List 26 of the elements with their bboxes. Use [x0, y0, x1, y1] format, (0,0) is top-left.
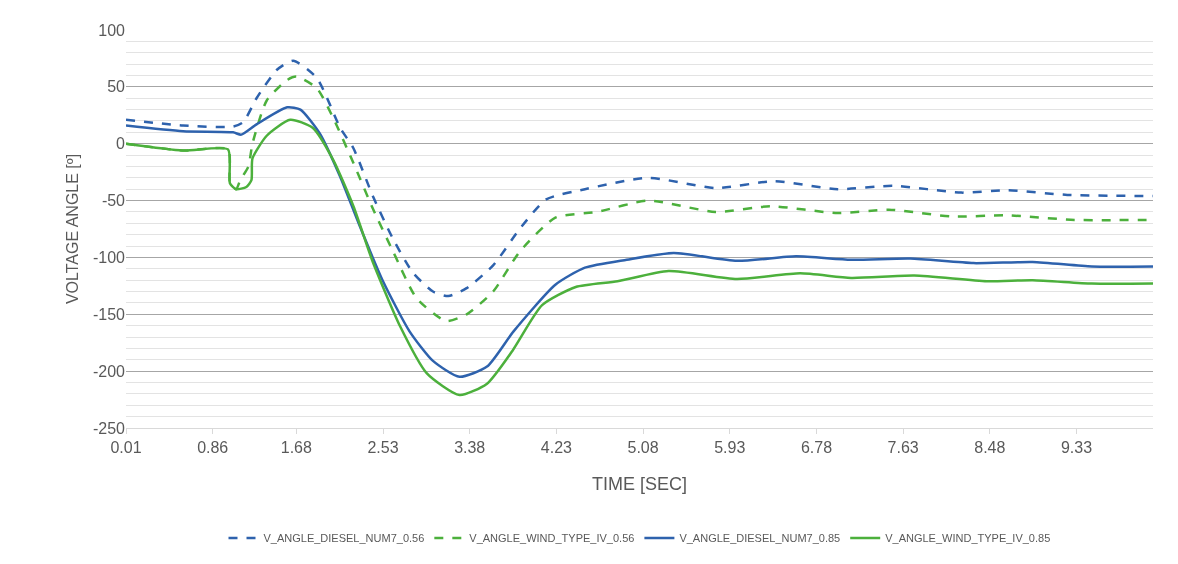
- x-tick-label: 4.23: [540, 439, 573, 457]
- x-tick-label: 0.86: [197, 439, 229, 457]
- x-tick-label: 6.78: [800, 439, 833, 457]
- y-tick-label: 50: [107, 78, 126, 96]
- legend-label: V_ANGLE_DIESEL_NUM7_0.85: [679, 532, 841, 545]
- legend-label: V_ANGLE_DIESEL_NUM7_0.56: [263, 532, 425, 545]
- x-tick-label: 3.38: [454, 439, 486, 457]
- x-axis-title: TIME [SEC]: [591, 474, 688, 495]
- x-tick-label: 2.53: [367, 439, 399, 457]
- y-tick-label: -200: [92, 362, 126, 380]
- x-tick-label: 0.01: [110, 439, 142, 457]
- y-tick-label: 100: [98, 21, 126, 39]
- x-tick-label: 9.33: [1060, 439, 1093, 457]
- x-tick-label: 7.63: [887, 439, 919, 457]
- y-tick-label: -150: [92, 305, 126, 323]
- y-tick-label: -250: [92, 419, 126, 437]
- legend-label: V_ANGLE_WIND_TYPE_IV_0.85: [885, 532, 1051, 545]
- y-tick-label: 0: [116, 135, 126, 153]
- x-tick-label: 8.48: [974, 439, 1006, 457]
- y-tick-label: -100: [92, 249, 126, 267]
- x-tick-label: 5.93: [714, 439, 746, 457]
- y-tick-label: -50: [101, 192, 126, 210]
- x-tick-label: 5.08: [627, 439, 659, 457]
- y-axis-title: VOLTAGE ANGLE [º]: [63, 153, 81, 305]
- legend-label: V_ANGLE_WIND_TYPE_IV_0.56: [469, 532, 635, 545]
- x-tick-label: 1.68: [280, 439, 312, 457]
